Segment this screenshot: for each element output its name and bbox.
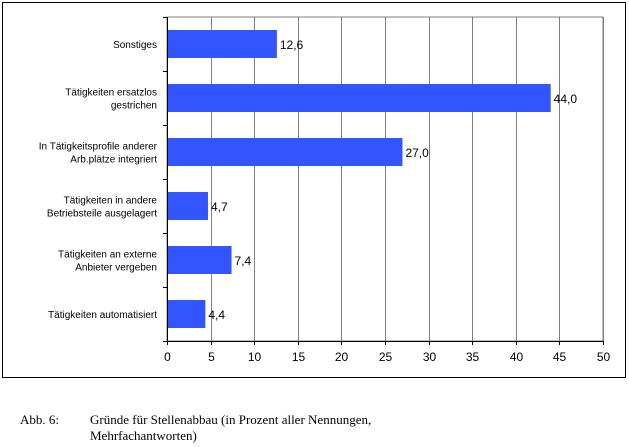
bar [168, 246, 232, 274]
tick-label-x: 40 [510, 350, 524, 364]
caption-text: Gründe für Stellenabbau (in Prozent alle… [90, 412, 372, 443]
category-label-line: Tätigkeiten automatisiert [48, 310, 157, 321]
category-label: Tätigkeiten automatisiert [48, 310, 157, 321]
category-label: Tätigkeiten an externe Anbieter vergeben [58, 250, 157, 274]
category-label-line: In Tätigkeitsprofile anderer [39, 142, 158, 153]
tick-label-x: 35 [466, 350, 480, 364]
value-label: 4,7 [211, 200, 228, 214]
tick-label-x: 45 [553, 350, 567, 364]
bar [168, 84, 551, 112]
bar-chart: 0 5 10 15 20 25 30 35 40 45 50 12,6 Sonstiges 44,0 Tät… [39, 16, 611, 364]
category-label-line: Tätigkeiten ersatzlos [65, 88, 157, 99]
category-label-line: Betriebsteile ausgelagert [47, 209, 157, 220]
bar [168, 192, 208, 220]
category-label: Tätigkeiten ersatzlos gestrichen [65, 88, 157, 112]
value-label: 12,6 [280, 38, 304, 52]
tick-label-x: 0 [164, 350, 171, 364]
bar [168, 138, 403, 166]
tick-label-x: 30 [423, 350, 437, 364]
caption-number: Abb. 6: [20, 412, 59, 427]
chart-frame: 0 5 10 15 20 25 30 35 40 45 50 12,6 Sonstiges 44,0 Tät… [2, 2, 626, 378]
value-label: 27,0 [405, 146, 429, 160]
category-label-line: Tätigkeiten an externe [58, 250, 157, 261]
tick-label-x: 10 [248, 350, 262, 364]
tick-label-x: 25 [379, 350, 393, 364]
tick-label-x: 50 [597, 350, 611, 364]
value-label: 7,4 [235, 254, 252, 268]
bar [168, 300, 206, 328]
category-label: In Tätigkeitsprofile anderer Arb.plätze i… [39, 142, 158, 166]
value-label: 44,0 [554, 92, 578, 106]
category-label: Tätigkeiten in andere Betriebsteile ausge… [47, 196, 158, 220]
value-label: 4,4 [208, 308, 225, 322]
category-label-line: Anbieter vergeben [75, 263, 157, 274]
tick-label-x: 20 [335, 350, 349, 364]
category-label-line: gestrichen [111, 101, 157, 112]
bar [168, 30, 277, 58]
category-label: Sonstiges [113, 40, 157, 51]
tick-label-x: 15 [292, 350, 306, 364]
category-label-line: Arb.plätze integriert [70, 155, 157, 166]
category-label-line: Sonstiges [113, 40, 157, 51]
tick-label-x: 5 [208, 350, 215, 364]
category-label-line: Tätigkeiten in andere [64, 196, 158, 207]
